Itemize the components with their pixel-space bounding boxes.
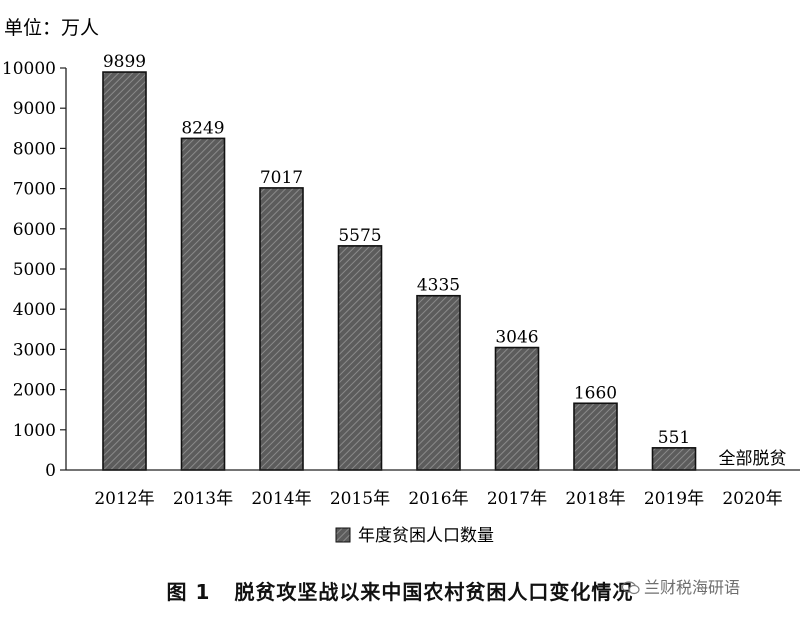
legend: 年度贫困人口数量 (335, 526, 494, 546)
y-tick-label: 3000 (13, 340, 56, 360)
bar (102, 71, 147, 471)
unit-label: 单位：万人 (4, 17, 99, 39)
x-tick-label: 2017年 (487, 489, 547, 509)
y-tick-label: 6000 (13, 220, 56, 240)
y-tick-label: 1000 (13, 421, 56, 441)
y-tick-label: 7000 (13, 180, 56, 200)
watermark: 兰财税海研语 (621, 574, 741, 598)
data-label: 4335 (417, 276, 460, 296)
data-label: 5575 (338, 226, 381, 246)
y-tick-label: 0 (45, 461, 56, 481)
x-tick-label: 2014年 (251, 489, 311, 509)
x-tick-label: 2020年 (722, 489, 782, 509)
bar (573, 402, 618, 471)
y-tick-label: 4000 (13, 300, 56, 320)
y-tick-label: 2000 (13, 381, 56, 401)
legend-label: 年度贫困人口数量 (358, 526, 494, 546)
x-tick-label: 2016年 (408, 489, 468, 509)
data-label: 7017 (260, 168, 303, 188)
y-tick-label: 8000 (13, 139, 56, 159)
wechat-icon (621, 580, 640, 595)
bar (416, 294, 461, 471)
y-tick-label: 5000 (13, 260, 56, 280)
data-label: 全部脱贫 (719, 449, 787, 469)
data-label: 3046 (495, 328, 538, 348)
figure-number: 图 1 (166, 580, 211, 604)
x-tick-label: 2015年 (330, 489, 390, 509)
data-label: 9899 (103, 52, 146, 72)
data-label: 1660 (574, 383, 617, 403)
y-tick-label: 10000 (2, 59, 56, 79)
legend-swatch (335, 527, 351, 543)
x-tick-label: 2012年 (94, 489, 154, 509)
bar (494, 346, 540, 471)
bar (259, 187, 304, 471)
x-tick-label: 2019年 (644, 489, 704, 509)
watermark-text: 兰财税海研语 (644, 578, 741, 597)
x-tick-label: 2018年 (565, 489, 625, 509)
figure-title: 脱贫攻坚战以来中国农村贫困人口变化情况 (234, 580, 634, 604)
data-label: 8249 (181, 118, 224, 138)
x-tick-label: 2013年 (173, 489, 233, 509)
y-tick-label: 9000 (13, 99, 56, 119)
figure-caption: 图 1 脱贫攻坚战以来中国农村贫困人口变化情况 (0, 576, 800, 605)
bar (651, 447, 697, 471)
bar (337, 245, 383, 471)
bar (180, 137, 226, 471)
data-label: 551 (658, 428, 690, 448)
